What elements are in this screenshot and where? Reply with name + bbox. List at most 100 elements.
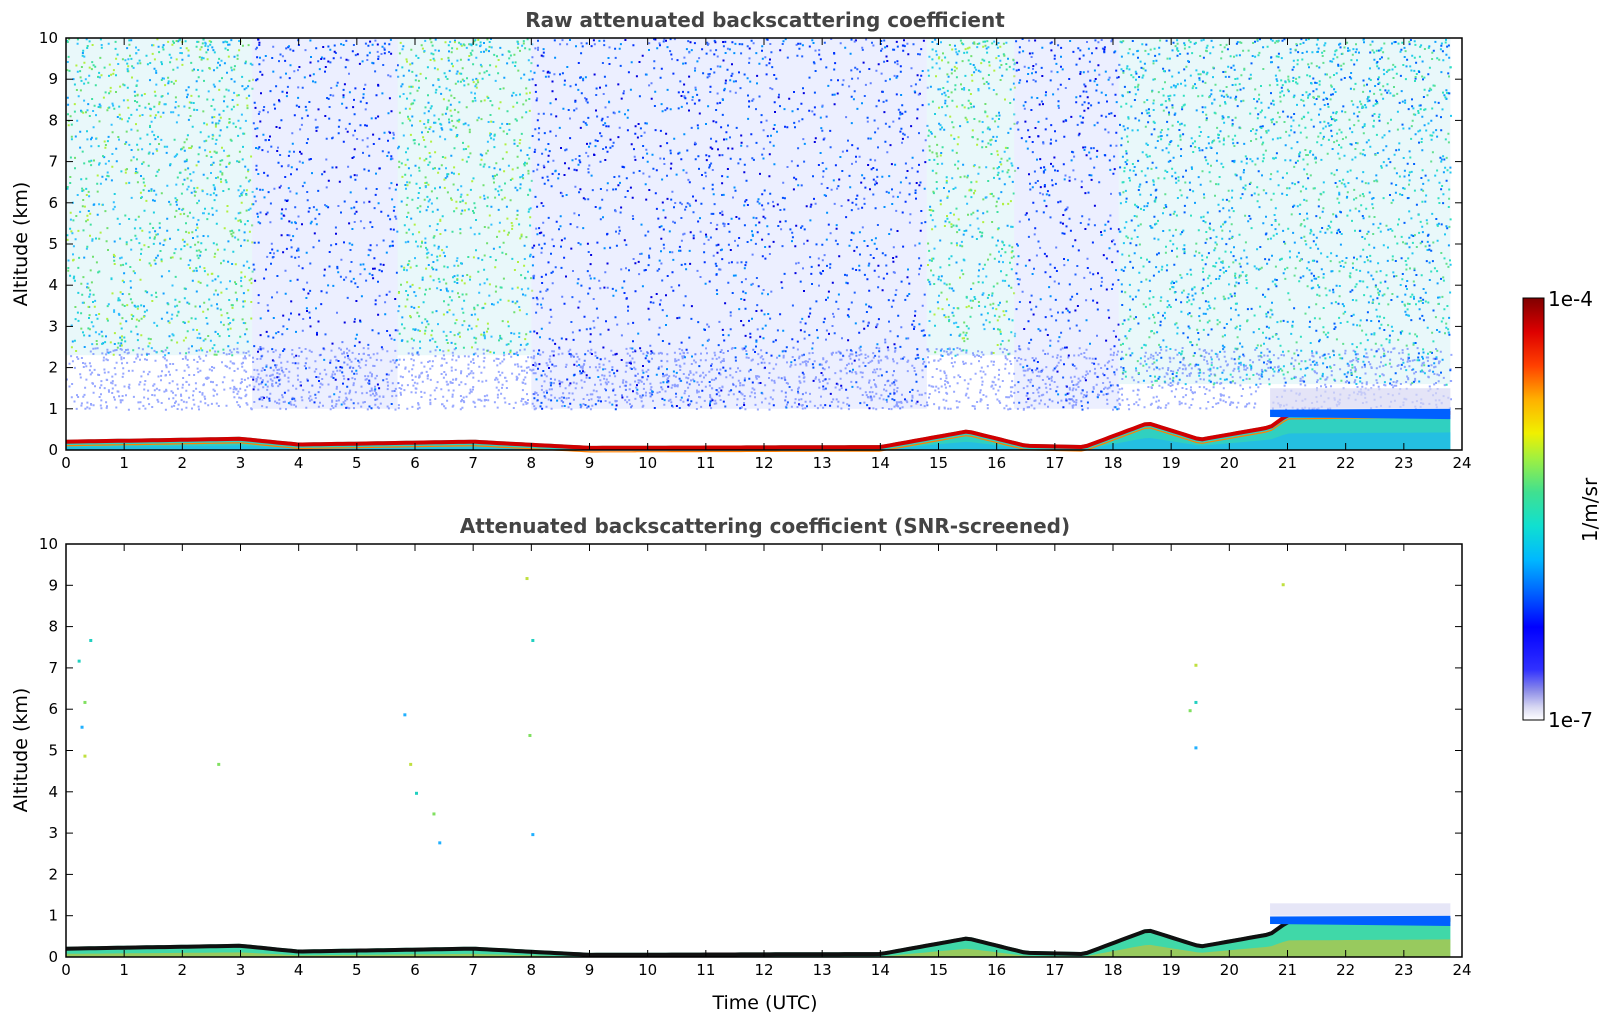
screened-x-tick-label: 10 [638,961,657,979]
screened-sparse-point [83,754,87,758]
screened-x-tick-label: 2 [178,961,188,979]
raw-x-tick-label: 13 [813,454,832,472]
screened-sparse-point [403,713,407,717]
raw-x-tick-label: 19 [1162,454,1181,472]
screened-y-tick-label: 7 [48,659,58,677]
raw-x-tick-label: 6 [410,454,420,472]
colorbar-min-label: 1e-7 [1548,708,1593,732]
screened-y-tick-label: 5 [48,742,58,760]
raw-lower-haze [66,347,1453,411]
screened-x-tick-label: 24 [1452,961,1471,979]
raw-elevated-layer [1270,408,1451,420]
raw-y-tick-label: 1 [48,400,58,418]
screened-x-tick-label: 20 [1220,961,1239,979]
screened-sparse-point [1194,663,1198,667]
raw-noise-wash [252,38,398,409]
screened-sparse-point [217,762,221,766]
screened-sparse-point [77,659,81,663]
screened-x-tick-label: 9 [585,961,595,979]
screened-x-tick-label: 21 [1278,961,1297,979]
raw-y-tick-label: 10 [39,29,58,47]
screened-x-tick-label: 6 [410,961,420,979]
raw-y-tick-label: 0 [48,441,58,459]
screened-sparse-point [415,791,418,795]
screened-x-tick-label: 19 [1162,961,1181,979]
screened-x-tick-label: 12 [754,961,773,979]
raw-x-tick-label: 15 [929,454,948,472]
screened-sparse-point [525,577,529,581]
raw-noise-column [1014,38,1121,411]
screened-y-tick-label: 8 [48,618,58,636]
raw-x-tick-label: 11 [696,454,715,472]
raw-noise-column [531,38,929,411]
screened-sparse-point [531,833,535,837]
raw-noise-pixels [1119,40,1231,383]
screened-sparse-point [1188,709,1192,713]
screened-sparse-point [89,638,93,642]
screened-sparse-point [432,812,436,816]
screened-y-tick-label: 0 [48,948,58,966]
raw-x-tick-label: 12 [754,454,773,472]
screened-sparse-point [438,841,442,845]
screened-sparse-point [80,725,84,729]
raw-boundary-layer-edge [65,416,1451,453]
screened-y-tick-label: 6 [48,700,58,718]
screened-sparse-point [1281,583,1285,587]
raw-noise-wash [1014,38,1119,409]
raw-noise-pixels [66,38,254,356]
raw-x-tick-label: 14 [871,454,890,472]
screened-backscatter-panel: Attenuated backscattering coefficient (S… [10,514,1472,1014]
screened-x-tick-label: 23 [1394,961,1413,979]
raw-y-tick-label: 5 [48,235,58,253]
screened-x-tick-label: 16 [987,961,1006,979]
screened-x-tick-label: 0 [61,961,71,979]
raw-noise-column [926,38,1017,357]
screened-x-tick-label: 4 [294,961,304,979]
colorbar-gradient [1522,297,1545,721]
x-axis-label: Time (UTC) [711,992,817,1014]
raw-x-tick-label: 3 [236,454,246,472]
screened-y-tick-label: 2 [48,865,58,883]
raw-noise-column [1118,38,1231,387]
raw-y-tick-label: 6 [48,194,58,212]
screened-heatmap [65,577,1451,957]
screened-x-tick-label: 13 [813,961,832,979]
raw-noise-pixels [398,38,533,352]
raw-heatmap [65,38,1453,453]
raw-panel-title: Raw attenuated backscattering coefficien… [525,8,1005,32]
raw-x-tick-label: 16 [987,454,1006,472]
screened-x-tick-label: 1 [119,961,129,979]
raw-x-tick-label: 20 [1220,454,1239,472]
screened-elevated-haze [1270,903,1451,916]
raw-noise-wash [66,38,253,356]
screened-y-tick-label: 4 [48,783,58,801]
raw-y-tick-label: 9 [48,70,58,88]
screened-sparse-point [1194,746,1198,750]
raw-boundary-layer-core [66,432,1451,450]
screened-x-tick-label: 3 [236,961,246,979]
screened-elevated-layer [1270,915,1451,927]
screened-x-tick-label: 5 [352,961,362,979]
raw-haze-pixels [66,347,1453,411]
screened-panel-title: Attenuated backscattering coefficient (S… [460,514,1070,538]
screened-y-tick-label: 3 [48,824,58,842]
raw-noise-column [1229,38,1452,386]
colorbar-unit-label: 1/m/sr [1578,477,1602,542]
raw-noise-pixels [531,38,927,410]
screened-x-tick-label: 14 [871,961,890,979]
raw-x-tick-label: 24 [1452,454,1471,472]
raw-y-tick-label: 2 [48,359,58,377]
raw-x-tick-label: 0 [61,454,71,472]
screened-x-tick-label: 17 [1045,961,1064,979]
screened-plot-frame [65,543,1463,958]
screened-x-tick-label: 18 [1103,961,1122,979]
raw-noise-wash [397,38,532,356]
screened-y-tick-label: 10 [39,535,58,553]
raw-y-tick-label: 4 [48,276,58,294]
raw-noise-pixels [927,45,1016,354]
raw-noise-column [397,38,534,357]
raw-axes: 0 1 2 3 4 5 6 7 8 9 10 11 12 13 14 15 16 17 18 19 20 21 22 23 24… [39,29,1472,472]
raw-x-tick-label: 21 [1278,454,1297,472]
screened-x-tick-label: 7 [468,961,478,979]
raw-x-tick-label: 4 [294,454,304,472]
